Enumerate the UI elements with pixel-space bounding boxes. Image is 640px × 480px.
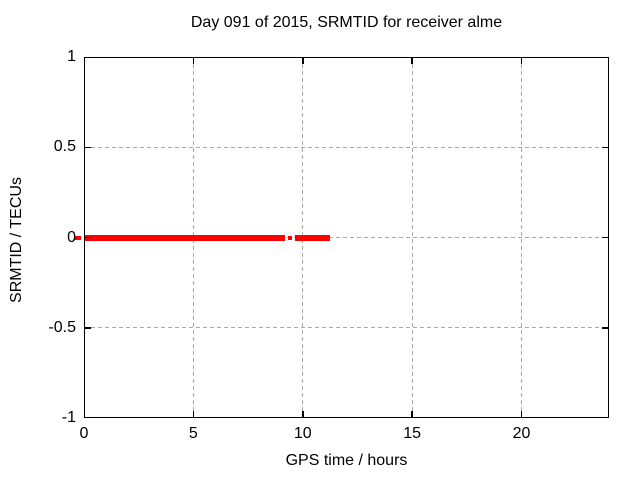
gridline-horizontal	[84, 237, 609, 238]
x-tick-label: 0	[79, 425, 89, 442]
x-tick-top	[192, 57, 195, 64]
x-tick-label: 10	[293, 425, 312, 442]
gridline-horizontal	[84, 327, 609, 329]
y-tick-label: 0	[67, 228, 76, 246]
x-tick-bottom	[520, 411, 523, 418]
y-tick-right	[602, 327, 609, 329]
x-tick-bottom	[302, 411, 304, 418]
x-tick-label: 15	[403, 425, 422, 442]
x-tick-label: 20	[512, 425, 531, 442]
x-tick-top	[302, 57, 304, 64]
y-tick-left	[84, 236, 91, 239]
y-tick-left	[84, 327, 91, 329]
data-segment	[288, 235, 293, 240]
y-tick-label: -1	[61, 409, 76, 426]
chart-title: Day 091 of 2015, SRMTID for receiver alm…	[190, 14, 503, 31]
x-tick-bottom	[192, 411, 195, 418]
y-tick-right	[602, 146, 609, 148]
y-tick-label: 0.5	[53, 138, 76, 156]
data-segment	[73, 235, 81, 240]
x-axis-label: GPS time / hours	[285, 452, 408, 469]
x-tick-bottom	[411, 411, 413, 418]
y-tick-left	[84, 146, 91, 148]
y-tick-label: 1	[67, 48, 76, 65]
plot-border	[84, 57, 609, 418]
x-tick-top	[411, 57, 413, 64]
x-tick-label: 5	[188, 425, 198, 442]
y-tick-label: -0.5	[48, 318, 76, 336]
gridline-horizontal	[84, 146, 609, 148]
data-segment	[84, 234, 286, 241]
data-segment	[294, 234, 331, 241]
y-tick-right	[602, 236, 609, 239]
x-tick-top	[520, 57, 523, 64]
